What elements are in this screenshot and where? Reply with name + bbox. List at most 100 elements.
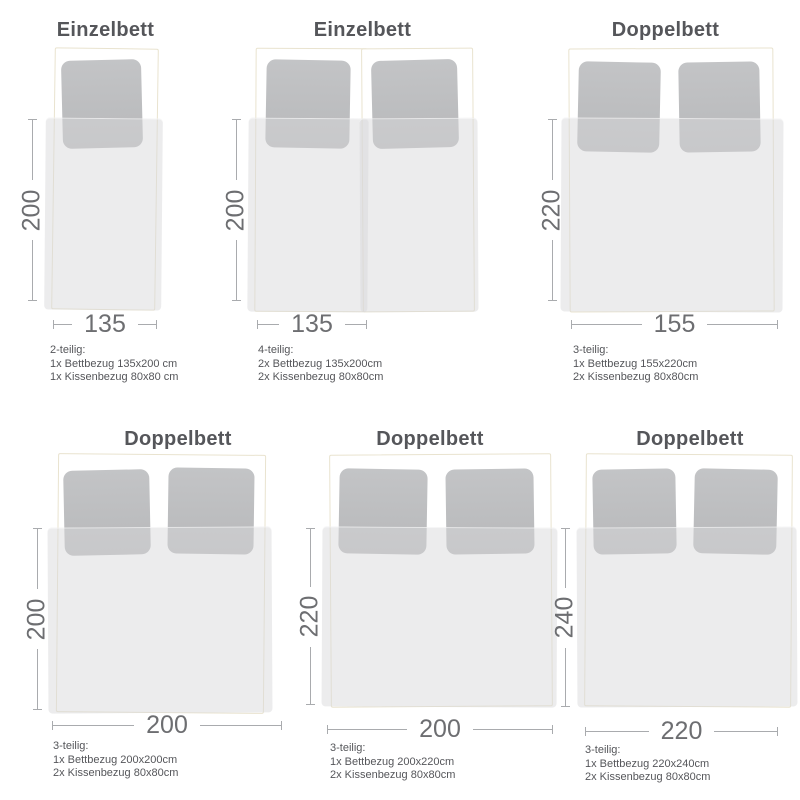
dimension-line xyxy=(309,646,311,704)
dimension-tick xyxy=(52,720,53,730)
spec-item-pillow: 2x Kissenbezug 80x80cm xyxy=(330,769,456,781)
dimension-tick xyxy=(552,724,553,734)
dimension-tick xyxy=(281,720,282,730)
dimension-line xyxy=(36,529,38,589)
spec-item-duvet: 2x Bettbezug 135x200cm xyxy=(258,357,383,370)
dimension-tick xyxy=(327,724,328,734)
dimension-tick xyxy=(27,300,37,301)
dimension-tick xyxy=(571,319,572,329)
height-value: 220 xyxy=(295,595,324,638)
spec-pieces: 4-teilig: xyxy=(258,344,294,356)
height-dimension: 240 xyxy=(550,528,579,707)
dimension-line xyxy=(564,529,566,588)
height-value: 220 xyxy=(537,189,566,231)
spec-item-duvet: 1x Bettbezug 200x200cm xyxy=(53,753,178,766)
dimension-tick xyxy=(156,319,157,329)
dimension-line xyxy=(714,730,777,732)
dimension-tick xyxy=(305,528,315,529)
duvet xyxy=(576,526,798,708)
dimension-line xyxy=(53,724,135,726)
dimension-line xyxy=(344,323,366,325)
width-dimension: 135 xyxy=(257,309,367,339)
dimension-line xyxy=(235,120,237,180)
spec-pieces: 3-teilig: xyxy=(585,744,621,756)
dimension-tick xyxy=(53,319,54,329)
width-dimension: 200 xyxy=(52,710,282,740)
width-value: 220 xyxy=(660,716,703,745)
spec-item-duvet: 1x Bettbezug 200x220cm xyxy=(330,755,455,768)
spec-pieces: 3-teilig: xyxy=(573,344,609,356)
height-value: 200 xyxy=(17,189,46,231)
spec-text: 4-teilig: 2x Bettbezug 135x200cm 2x Kiss… xyxy=(258,344,383,385)
dimension-tick xyxy=(366,319,367,329)
dimension-tick xyxy=(231,300,241,301)
dimension-tick xyxy=(560,706,570,707)
dimension-line xyxy=(551,120,553,180)
dimension-line xyxy=(258,323,280,325)
dimension-tick xyxy=(231,119,241,120)
spec-item-duvet: 1x Bettbezug 155x220cm xyxy=(573,357,698,370)
width-dimension: 200 xyxy=(327,714,553,744)
spec-text: 3-teilig: 1x Bettbezug 220x240cm 2x Kiss… xyxy=(585,744,710,785)
spec-pieces: 3-teilig: xyxy=(330,742,366,754)
dimension-tick xyxy=(777,319,778,329)
spec-item-pillow: 1x Kissenbezug 80x80 cm xyxy=(50,371,179,383)
width-value: 135 xyxy=(84,309,126,338)
dimension-line xyxy=(235,240,237,300)
width-dimension: 220 xyxy=(585,716,778,746)
height-value: 200 xyxy=(221,189,250,231)
dimension-tick xyxy=(32,709,42,710)
height-dimension: 220 xyxy=(295,528,324,705)
spec-text: 3-teilig: 1x Bettbezug 155x220cm 2x Kiss… xyxy=(573,344,698,385)
spec-text: 3-teilig: 1x Bettbezug 200x220cm 2x Kiss… xyxy=(330,742,455,783)
height-dimension: 200 xyxy=(17,119,46,301)
width-dimension: 135 xyxy=(53,309,157,339)
dimension-tick xyxy=(547,300,557,301)
diagram-title: Doppelbett xyxy=(611,19,720,41)
dimension-line xyxy=(707,323,777,325)
dimension-tick xyxy=(585,726,586,736)
dimension-line xyxy=(199,724,281,726)
dimension-tick xyxy=(32,528,42,529)
dimension-line xyxy=(31,120,33,180)
width-value: 155 xyxy=(653,309,696,338)
spec-item-duvet: 1x Bettbezug 135x200 cm xyxy=(50,357,178,370)
spec-item-pillow: 2x Kissenbezug 80x80cm xyxy=(573,371,699,383)
spec-text: 3-teilig: 1x Bettbezug 200x200cm 2x Kiss… xyxy=(53,740,178,781)
height-value: 240 xyxy=(550,596,579,639)
diagram-title: Doppelbett xyxy=(636,428,744,450)
diagram-title: Doppelbett xyxy=(124,428,232,450)
duvet xyxy=(321,526,558,708)
diagram-title: Einzelbett xyxy=(56,19,155,41)
diagram-title: Einzelbett xyxy=(313,19,412,41)
duvet xyxy=(47,526,273,714)
spec-item-pillow: 2x Kissenbezug 80x80cm xyxy=(53,767,179,779)
spec-pieces: 2-teilig: xyxy=(50,344,86,356)
dimension-line xyxy=(137,323,156,325)
width-value: 135 xyxy=(291,309,333,338)
duvet-left xyxy=(247,117,369,313)
width-value: 200 xyxy=(146,710,188,739)
spec-item-duvet: 1x Bettbezug 220x240cm xyxy=(585,757,710,770)
dimension-line xyxy=(31,240,33,300)
duvet-right xyxy=(359,117,479,313)
width-value: 200 xyxy=(419,714,461,743)
spec-text: 2-teilig: 1x Bettbezug 135x200 cm 1x Kis… xyxy=(50,344,178,385)
dimension-line xyxy=(551,240,553,300)
dimension-tick xyxy=(777,726,778,736)
height-dimension: 200 xyxy=(221,119,250,301)
dimension-tick xyxy=(27,119,37,120)
height-dimension: 200 xyxy=(23,528,51,710)
dimension-line xyxy=(586,730,649,732)
spec-item-pillow: 2x Kissenbezug 80x80cm xyxy=(585,771,711,783)
dimension-tick xyxy=(257,319,258,329)
dimension-line xyxy=(564,647,566,706)
dimension-line xyxy=(36,649,38,709)
duvet xyxy=(560,117,784,313)
